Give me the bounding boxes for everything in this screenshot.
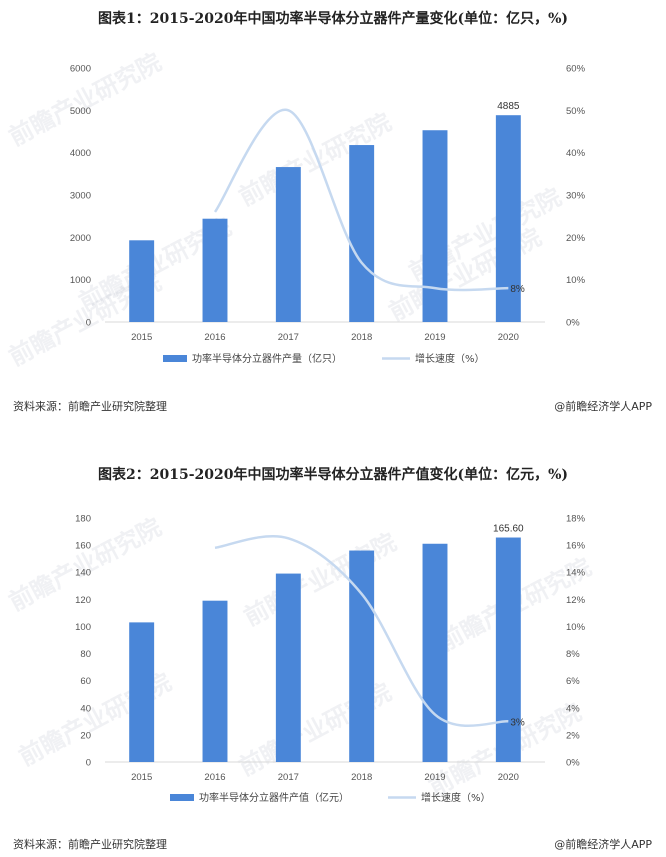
right-y-tick-label: 2% [566,730,580,741]
left-y-tick-label: 80 [80,649,91,660]
data-label: 4885 [497,101,520,112]
left-y-tick-label: 20 [80,730,91,741]
right-y-tick-label: 10% [566,622,586,633]
chart-1-title: 图表1：2015-2020年中国功率半导体分立器件产量变化(单位：亿只，%) [97,11,569,27]
right-y-tick-label: 12% [566,595,586,606]
left-y-tick-label: 160 [75,541,91,552]
x-tick-label: 2016 [204,772,225,783]
growth-line [214,535,509,728]
left-y-tick-label: 120 [75,595,91,606]
left-y-tick-label: 0 [86,758,91,769]
left-y-tick-label: 5000 [70,106,91,117]
x-tick-label: 2019 [424,332,445,343]
bar [349,145,375,322]
right-y-tick-label: 14% [566,568,586,579]
bar [275,167,301,322]
left-y-tick-label: 6000 [70,64,91,75]
right-y-tick-label: 40% [566,148,586,159]
data-label: 165.60 [493,524,524,535]
chart-1-source: 资料来源：前瞻产业研究院整理 [13,400,167,413]
x-tick-label: 2019 [424,772,445,783]
x-tick-label: 2017 [278,772,299,783]
right-y-tick-label: 50% [566,106,586,117]
chart-2: 0 20 40 60 80 100 120 140 160 180 0% 2% 4% 6% 8% 10% 12%… [75,514,586,805]
bar [202,600,228,762]
left-y-tick-label: 3000 [70,191,91,202]
right-y-tick-label: 16% [566,541,586,552]
data-label: 8% [510,284,525,295]
left-y-tick-label: 100 [75,622,91,633]
legend-bar-label: 功率半导体分立器件产值（亿元） [199,791,349,804]
right-y-tick-label: 0% [566,758,580,769]
left-y-tick-label: 40 [80,703,91,714]
data-label: 3% [510,717,525,728]
chart-2-source: 资料来源：前瞻产业研究院整理 [13,838,167,851]
right-y-tick-label: 20% [566,233,586,244]
bar [422,543,448,762]
bar [275,573,301,762]
growth-line [213,108,509,292]
right-y-tick-label: 6% [566,676,580,687]
bar [129,622,155,762]
chart-2-credit: @前瞻经济学人APP [554,838,652,851]
right-y-tick-label: 8% [566,649,580,660]
x-tick-label: 2017 [278,332,299,343]
x-tick-label: 2018 [351,772,372,783]
left-y-tick-label: 140 [75,568,91,579]
x-tick-label: 2020 [498,772,519,783]
legend-line-label: 增长速度（%） [421,791,491,804]
x-tick-label: 2015 [131,332,152,343]
right-y-tick-label: 30% [566,191,586,202]
bar [422,130,448,322]
left-y-tick-label: 60 [80,676,91,687]
x-tick-label: 2015 [131,772,152,783]
right-y-tick-label: 10% [566,275,586,286]
legend-bar-swatch [170,794,194,801]
left-y-tick-label: 2000 [70,233,91,244]
left-y-tick-label: 1000 [70,275,91,286]
x-tick-label: 2016 [204,332,225,343]
bar [129,240,155,322]
left-y-tick-label: 0 [86,318,91,329]
chart-1: 0 1000 2000 3000 4000 5000 6000 0% 10% 20% 30% 40% 5… [70,64,586,366]
bar [202,218,228,322]
left-y-tick-label: 180 [75,514,91,525]
right-y-tick-label: 4% [566,703,580,714]
right-y-tick-label: 18% [566,514,586,525]
chart-2-title: 图表2：2015-2020年中国功率半导体分立器件产值变化(单位：亿元，%) [97,467,569,483]
chart-1-credit: @前瞻经济学人APP [554,400,652,413]
right-y-tick-label: 0% [566,318,580,329]
left-y-tick-label: 4000 [70,148,91,159]
legend-bar-swatch [163,355,187,362]
right-y-tick-label: 60% [566,64,586,75]
x-tick-label: 2018 [351,332,372,343]
x-tick-label: 2020 [498,332,519,343]
legend-bar-label: 功率半导体分立器件产量（亿只） [192,352,342,365]
bar [495,537,521,762]
legend-line-label: 增长速度（%） [415,352,485,365]
